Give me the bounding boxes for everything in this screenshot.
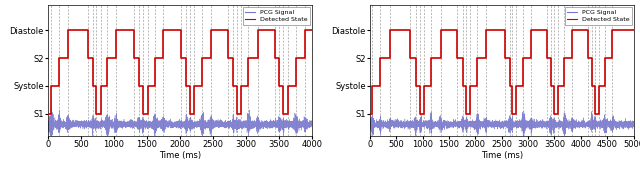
X-axis label: Time (ms): Time (ms): [481, 151, 523, 160]
Legend: PCG Signal, Detected State: PCG Signal, Detected State: [564, 7, 632, 25]
Legend: PCG Signal, Detected State: PCG Signal, Detected State: [243, 7, 310, 25]
X-axis label: Time (ms): Time (ms): [159, 151, 201, 160]
